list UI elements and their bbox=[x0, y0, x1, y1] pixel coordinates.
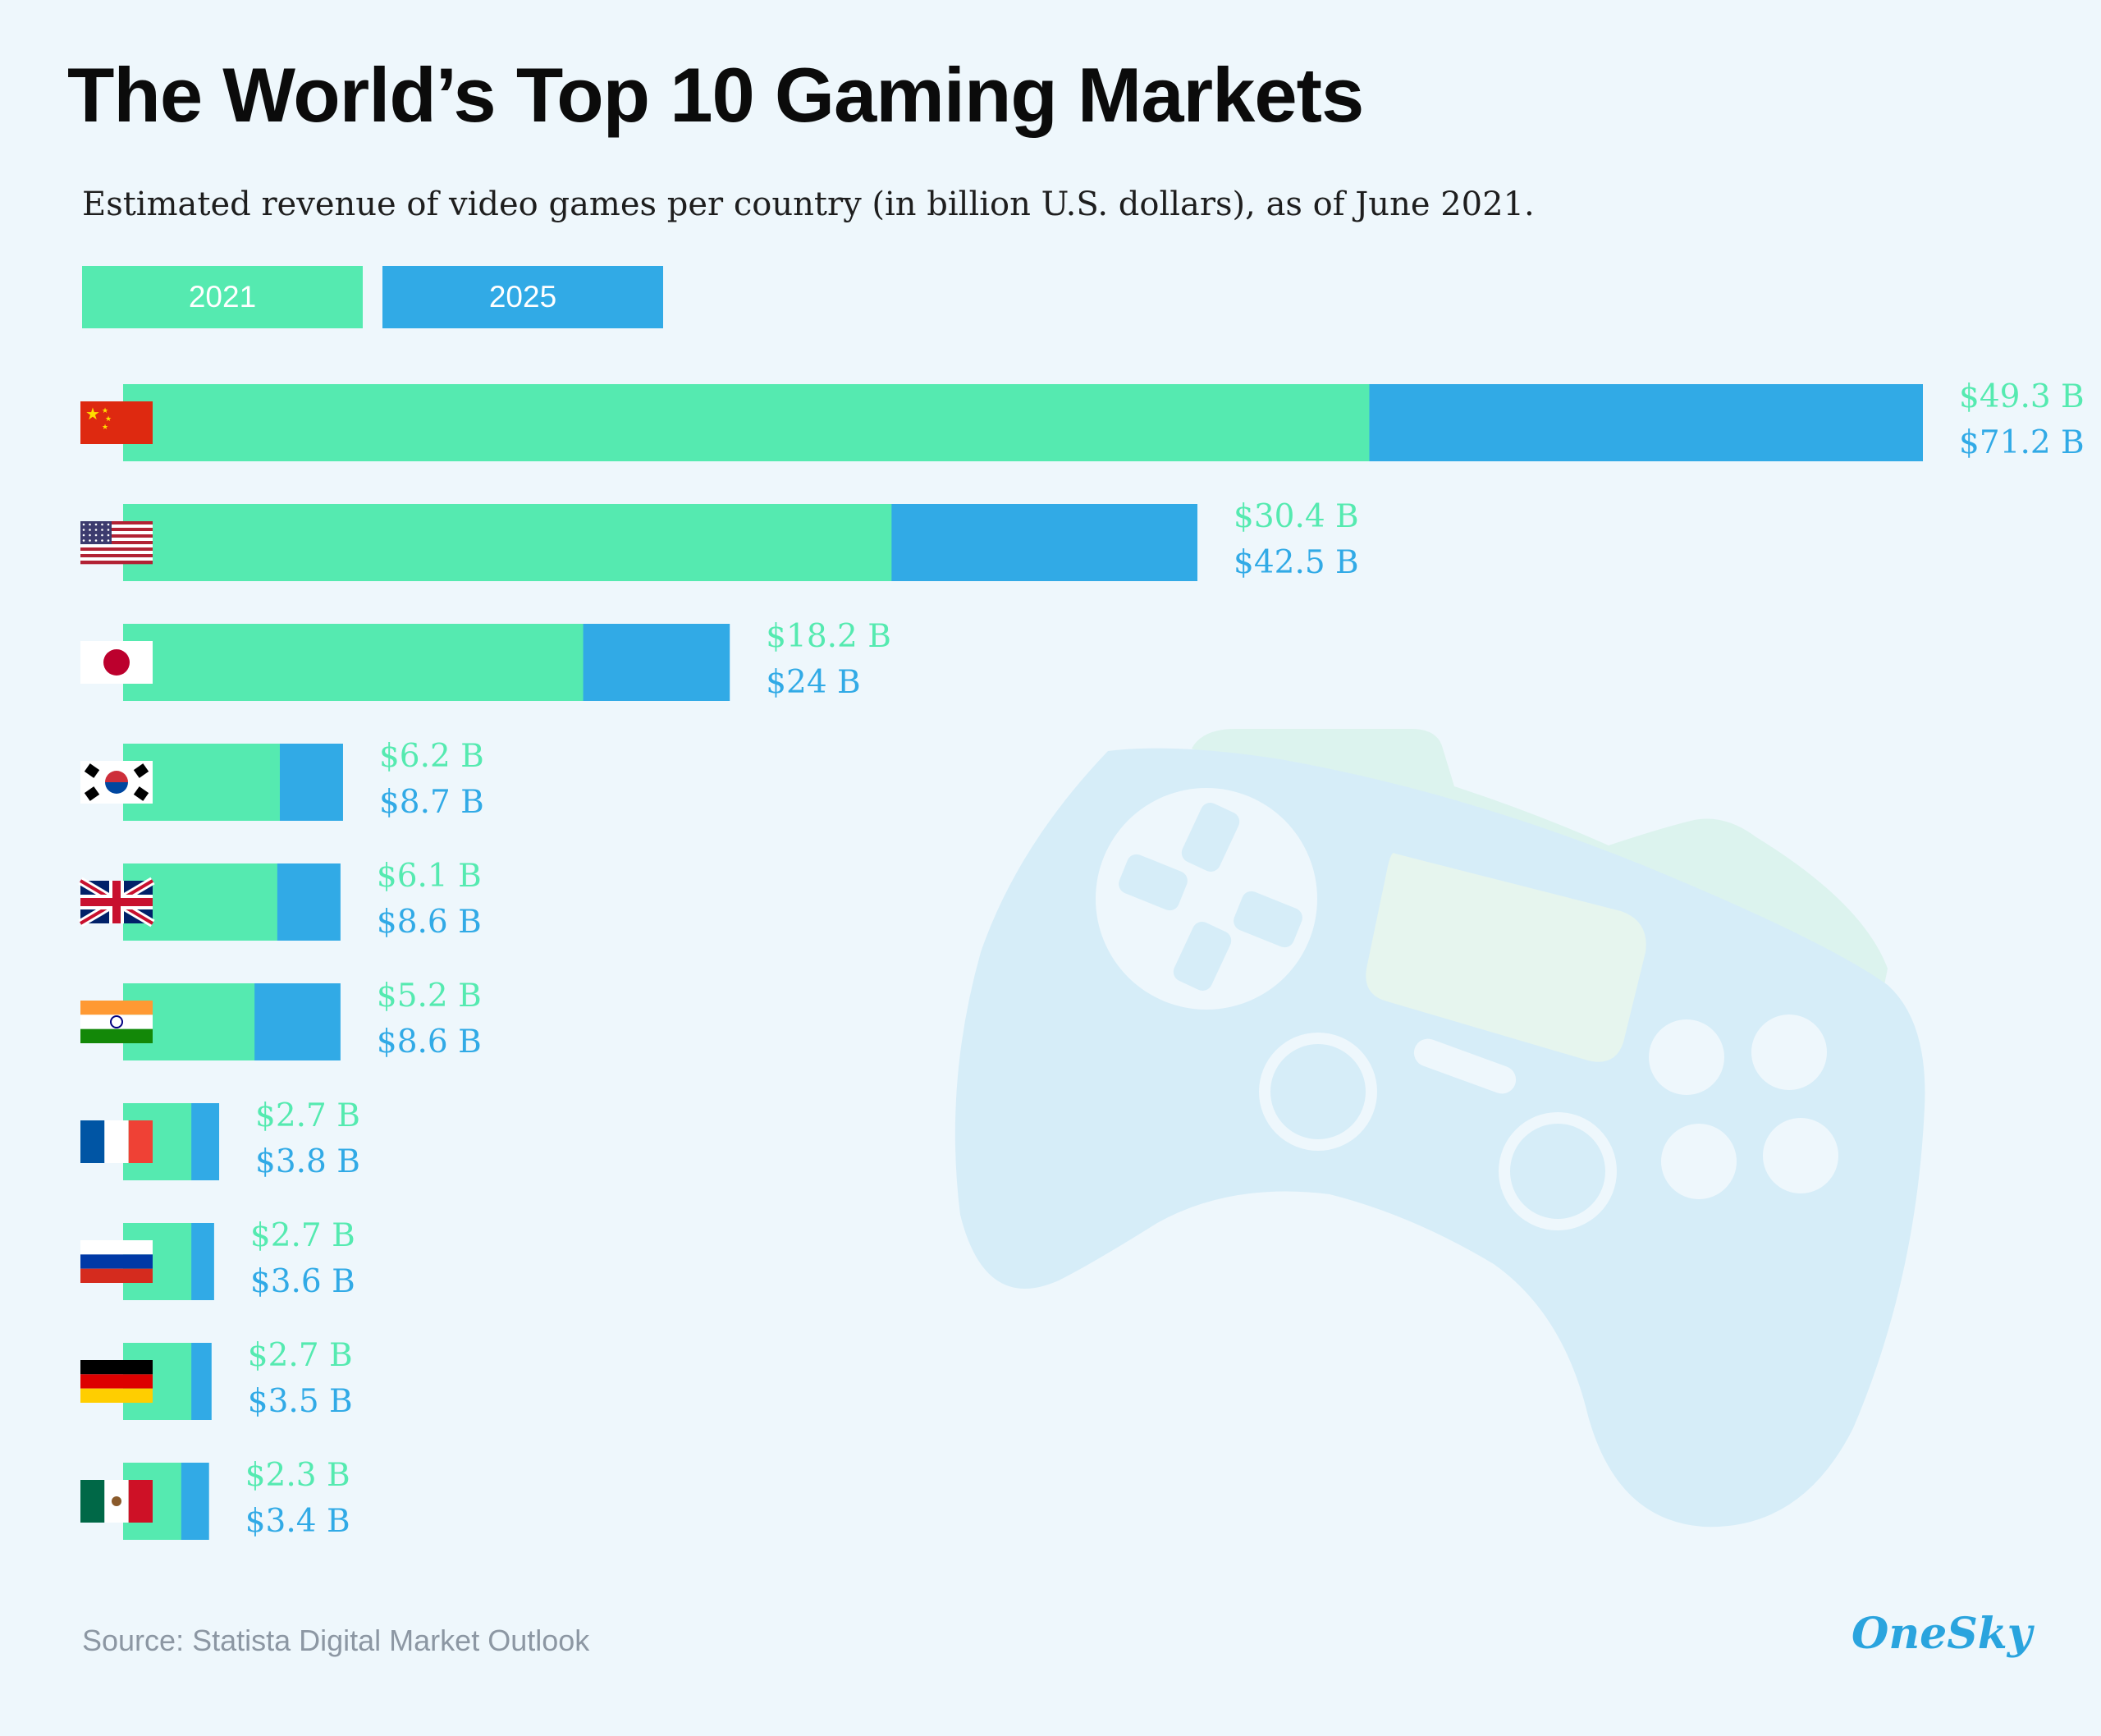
value-label-2025-china: $71.2 B bbox=[1959, 424, 2085, 461]
value-label-2021-united-states: $30.4 B bbox=[1234, 498, 1359, 535]
value-label-2025-united-kingdom: $8.6 B bbox=[377, 904, 482, 941]
value-label-2021-france: $2.7 B bbox=[255, 1097, 360, 1134]
game-controller-icon bbox=[954, 729, 1925, 1528]
value-label-2021-germany: $2.7 B bbox=[248, 1337, 353, 1374]
flag-france-icon bbox=[80, 1120, 153, 1163]
flag-germany-icon bbox=[80, 1360, 153, 1403]
value-label-2025-india: $8.6 B bbox=[377, 1024, 482, 1060]
value-label-2021-india: $5.2 B bbox=[377, 978, 482, 1015]
chart-subtitle: Estimated revenue of video games per cou… bbox=[82, 186, 1535, 223]
value-label-2021-mexico: $2.3 B bbox=[245, 1457, 350, 1494]
value-label-2025-japan: $24 B bbox=[766, 664, 861, 701]
flag-mexico-icon bbox=[80, 1480, 153, 1523]
svg-text:★: ★ bbox=[102, 424, 108, 432]
value-label-2021-japan: $18.2 B bbox=[766, 618, 891, 655]
value-label-2025-germany: $3.5 B bbox=[248, 1383, 353, 1420]
bar-2021-china bbox=[123, 384, 1370, 461]
value-label-2025-united-states: $42.5 B bbox=[1234, 544, 1359, 581]
onesky-logo: OneSky bbox=[1852, 1609, 2032, 1659]
flag-russia-icon bbox=[80, 1240, 153, 1283]
value-label-2021-china: $49.3 B bbox=[1959, 378, 2085, 415]
value-label-2021-united-kingdom: $6.1 B bbox=[377, 858, 482, 895]
value-label-2025-russia: $3.6 B bbox=[250, 1263, 355, 1300]
svg-text:★: ★ bbox=[105, 415, 112, 424]
value-label-2021-russia: $2.7 B bbox=[250, 1217, 355, 1254]
flag-uk-icon bbox=[78, 877, 155, 928]
flag-china-icon: ★ ★★★ bbox=[80, 401, 153, 444]
legend-2021: 2021 bbox=[82, 266, 363, 328]
bar-2021-japan bbox=[123, 624, 584, 701]
value-label-2025-france: $3.8 B bbox=[255, 1143, 360, 1180]
legend-2025: 2025 bbox=[382, 266, 663, 328]
chart-title: The World’s Top 10 Gaming Markets bbox=[67, 52, 1364, 138]
flag-usa-icon bbox=[80, 521, 153, 565]
value-label-2025-south-korea: $8.7 B bbox=[379, 784, 484, 821]
source-note: Source: Statista Digital Market Outlook bbox=[82, 1624, 590, 1657]
flag-india-icon bbox=[80, 1001, 153, 1043]
bar-2021-united-states bbox=[123, 504, 892, 581]
svg-text:★: ★ bbox=[102, 407, 108, 415]
flag-south-korea-icon bbox=[80, 761, 153, 804]
value-label-2021-south-korea: $6.2 B bbox=[379, 738, 484, 775]
value-label-2025-mexico: $3.4 B bbox=[245, 1503, 350, 1540]
flag-japan-icon bbox=[80, 641, 153, 684]
svg-text:★: ★ bbox=[85, 404, 100, 424]
